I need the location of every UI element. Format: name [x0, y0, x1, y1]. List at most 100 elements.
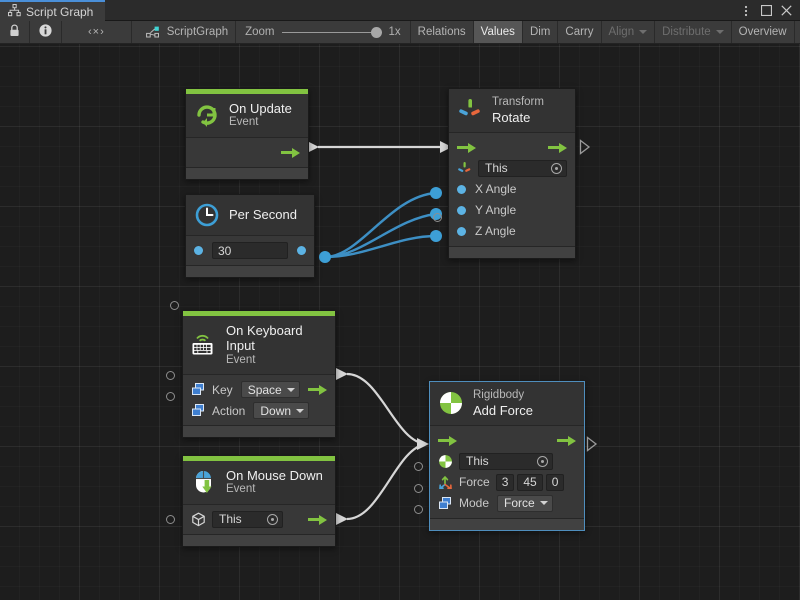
enum-icon: [191, 382, 206, 397]
carry-button[interactable]: Carry: [558, 21, 602, 43]
fullscreen-button[interactable]: Full Screen: [795, 21, 800, 43]
target-in-port-external[interactable]: [433, 213, 442, 222]
force-y-input[interactable]: 45: [517, 473, 543, 491]
node-footer: [186, 265, 314, 277]
flow-out-arrow-outline: [579, 139, 591, 155]
distribute-label: Distribute: [662, 26, 711, 38]
graph-breadcrumb-label: ScriptGraph: [166, 26, 229, 38]
lock-button[interactable]: [0, 21, 30, 43]
node-transform-rotate[interactable]: Transform Rotate: [448, 88, 576, 259]
mode-label: Mode: [459, 496, 490, 511]
dim-button[interactable]: Dim: [523, 21, 559, 43]
graph-icon: [8, 3, 21, 20]
wire-end-dot: [430, 230, 442, 242]
force-z-input[interactable]: 0: [545, 473, 565, 491]
code-toggle-button[interactable]: ‹×›: [62, 21, 132, 43]
force-in-port-external[interactable]: [414, 484, 423, 493]
kebab-menu-icon[interactable]: [736, 0, 756, 21]
z-angle-port[interactable]: [457, 226, 466, 236]
y-angle-port[interactable]: [457, 205, 466, 215]
wire-keyboard-to-addforce: [336, 368, 429, 450]
node-type: Event: [229, 116, 259, 129]
align-dropdown[interactable]: Align: [602, 21, 656, 43]
relations-button[interactable]: Relations: [411, 21, 474, 43]
node-per-second[interactable]: Per Second 30: [185, 194, 315, 278]
flow-out-port[interactable]: [281, 147, 300, 158]
zoom-slider-knob[interactable]: [370, 26, 382, 38]
key-in-port-external[interactable]: [166, 371, 175, 380]
flow-in-port[interactable]: [457, 142, 476, 153]
target-in-port-external[interactable]: [166, 515, 175, 524]
transform-small-icon: [457, 161, 472, 176]
distribute-dropdown[interactable]: Distribute: [655, 21, 732, 43]
info-button[interactable]: [30, 21, 62, 43]
node-footer: [430, 517, 584, 530]
flow-out-port[interactable]: [548, 142, 567, 153]
target-in-port-external[interactable]: [414, 462, 423, 471]
flow-out-port[interactable]: [308, 514, 328, 525]
zoom-slider[interactable]: [281, 26, 382, 38]
node-row-value: 30: [186, 240, 314, 261]
target-object-field[interactable]: This: [459, 452, 553, 470]
node-name: On Mouse Down: [226, 468, 323, 483]
window-tab-bar: Script Graph: [0, 0, 800, 21]
node-row-target: This: [449, 158, 575, 179]
object-picker-icon[interactable]: [537, 455, 548, 467]
wire-origin-dot: [319, 251, 331, 263]
action-label: Action: [212, 403, 246, 418]
tab-script-graph[interactable]: Script Graph: [0, 0, 106, 21]
value-out-port[interactable]: [297, 246, 306, 255]
flow-out-port[interactable]: [557, 435, 576, 446]
node-rigidbody-add-force[interactable]: Rigidbody Add Force: [429, 381, 585, 531]
object-picker-icon[interactable]: [551, 162, 562, 174]
wire-persecond-to-angles: [324, 191, 437, 259]
node-accent-bar: [183, 456, 335, 461]
node-on-mouse-down[interactable]: On Mouse Down Event This: [182, 455, 336, 547]
target-object-field[interactable]: This: [212, 510, 283, 528]
y-angle-label: Y Angle: [475, 203, 517, 218]
node-row-flow-out: [186, 142, 308, 163]
values-button[interactable]: Values: [473, 21, 523, 43]
graph-canvas[interactable]: On Update Event: [0, 44, 800, 600]
node-titles: Transform Rotate: [492, 96, 544, 125]
value-in-port[interactable]: [194, 246, 203, 255]
chevron-down-icon: [296, 408, 305, 413]
flow-in-port-external[interactable]: [170, 301, 179, 310]
node-accent-bar: [183, 311, 335, 316]
node-row-mode: Mode Force: [430, 493, 584, 514]
values-label: Values: [480, 26, 515, 38]
x-angle-port[interactable]: [457, 184, 466, 194]
action-dropdown[interactable]: Down: [253, 402, 310, 420]
force-x-input[interactable]: 3: [495, 473, 515, 491]
flow-in-port[interactable]: [438, 435, 457, 446]
node-footer: [183, 425, 335, 438]
flow-out-arrow-outline[interactable]: [586, 436, 598, 452]
rigidbody-icon: [438, 390, 464, 416]
close-icon[interactable]: [776, 0, 796, 21]
node-body: 30: [186, 235, 314, 265]
interval-input[interactable]: 30: [212, 242, 288, 259]
node-header: Transform Rotate: [449, 89, 575, 132]
node-row-target: This: [430, 451, 584, 472]
node-on-keyboard-input[interactable]: On Keyboard Input Event Key Space: [182, 310, 336, 439]
object-picker-icon[interactable]: [266, 513, 278, 525]
mode-in-port-external[interactable]: [414, 505, 423, 514]
graph-breadcrumb[interactable]: ScriptGraph: [132, 21, 237, 43]
wire-mousedown-to-addforce: [336, 442, 427, 525]
mode-dropdown[interactable]: Force: [497, 494, 553, 512]
node-on-update[interactable]: On Update Event: [185, 88, 309, 180]
chevron-down-icon: [286, 387, 295, 392]
overview-button[interactable]: Overview: [732, 21, 795, 43]
action-in-port-external[interactable]: [166, 392, 175, 401]
node-name: On Update: [229, 101, 292, 116]
node-footer: [449, 245, 575, 258]
key-dropdown[interactable]: Space: [240, 381, 300, 399]
rigidbody-small-icon: [438, 454, 453, 469]
maximize-icon[interactable]: [756, 0, 776, 21]
node-name: On Keyboard Input: [226, 323, 303, 354]
key-value: Space: [247, 382, 282, 397]
target-object-field[interactable]: This: [478, 159, 567, 177]
node-row-x-angle: X Angle: [449, 179, 575, 200]
flow-out-port[interactable]: [308, 384, 327, 396]
